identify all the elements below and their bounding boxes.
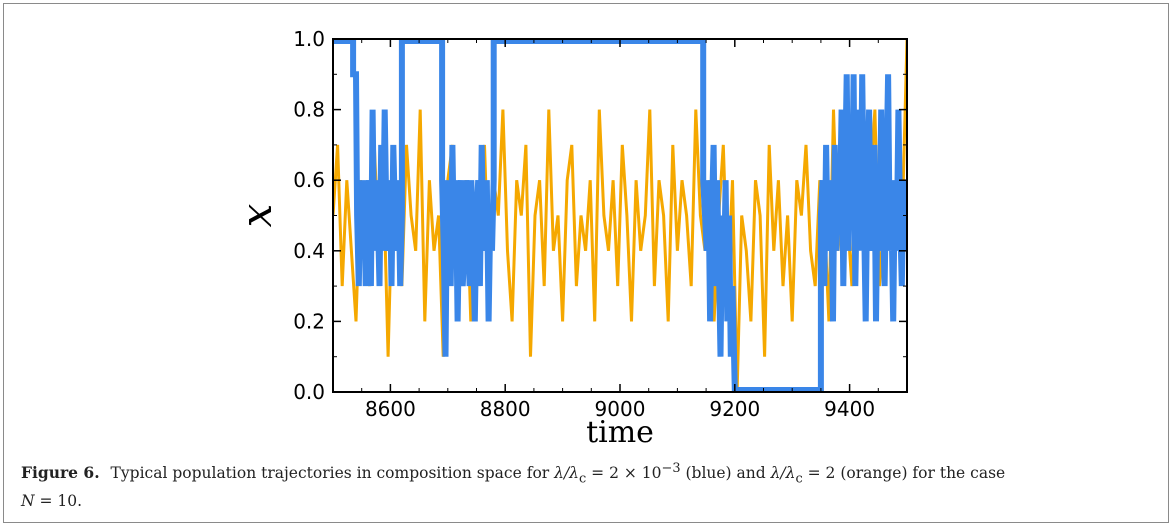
series-line-blue: [333, 38, 907, 393]
trajectory-chart: 0.0 0.2 0.4 0.6 0.8 1.0 8600 8800 9000 9200 9400 ti…: [232, 27, 908, 450]
caption-sub-2: c: [795, 471, 803, 487]
caption-exp-1: −3: [661, 461, 681, 476]
caption-text-prefix: Typical population trajectories in compo…: [110, 464, 550, 483]
caption-value-1: = 2 × 10: [586, 464, 662, 483]
caption-sub-1: c: [579, 471, 587, 487]
x-axis-label: time: [586, 415, 654, 450]
figure-caption: Figure 6. Typical population trajectorie…: [21, 458, 1151, 512]
caption-n-value: = 10.: [34, 492, 83, 511]
x-tick-label: 8800: [480, 397, 531, 421]
x-tick-label: 8600: [365, 397, 416, 421]
y-tick-label: 0.2: [293, 309, 325, 333]
plot-area: [333, 38, 907, 393]
caption-lambda-2: λ/λ: [770, 464, 796, 483]
x-tick-label: 9200: [709, 397, 760, 421]
y-tick-label: 0.0: [293, 380, 325, 404]
figure-frame: [3, 3, 1169, 523]
series-line-orange: [333, 38, 907, 393]
caption-value-2: = 2 (orange) for the case: [802, 464, 1006, 483]
caption-blue: (blue) and: [680, 464, 771, 483]
y-tick-label: 0.8: [293, 98, 325, 122]
y-tick-label: 0.4: [293, 239, 325, 263]
axes: 0.0 0.2 0.4 0.6 0.8 1.0 8600 8800 9000 9200 9400 ti…: [232, 27, 908, 450]
y-tick-label: 1.0: [293, 27, 325, 51]
x-tick-label: 9400: [824, 397, 875, 421]
caption-lambda-1: λ/λ: [554, 464, 579, 483]
caption-label: Figure 6.: [21, 463, 100, 483]
x-tick-label: 9000: [595, 397, 646, 421]
caption-n-var: N: [21, 492, 35, 511]
y-tick-label: 0.6: [293, 168, 325, 192]
y-axis-label: x: [232, 203, 281, 227]
